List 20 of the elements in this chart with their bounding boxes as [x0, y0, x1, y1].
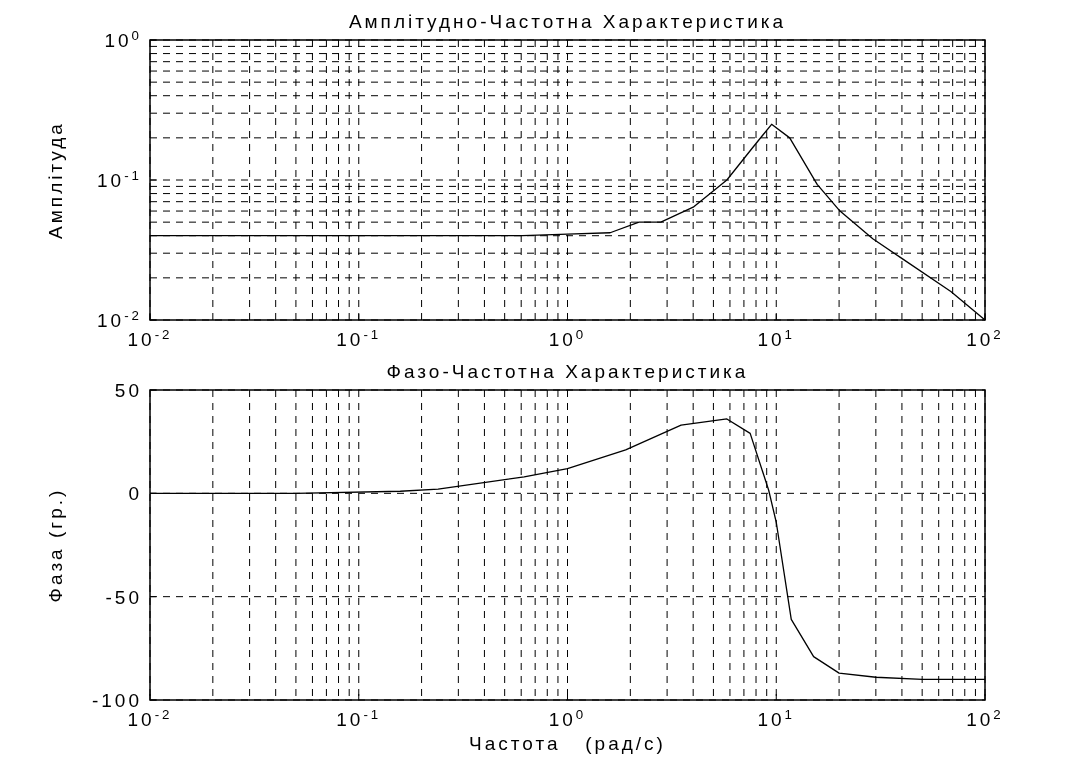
- x-tick-label: 10$^{-1}$: [336, 326, 382, 350]
- x-tick-label: 10$^{1}$: [757, 326, 796, 350]
- x-tick-label: 10$^{0}$: [548, 326, 587, 350]
- y-tick-label: 50: [114, 380, 142, 401]
- y-tick-label: 10$^{-2}$: [97, 307, 142, 331]
- y-tick-label: -100: [91, 690, 142, 711]
- y-tick-label: -50: [105, 586, 142, 608]
- x-tick-label: 10$^{0}$: [548, 706, 587, 730]
- y-tick-label: 0: [128, 483, 142, 505]
- x-tick-label: 10$^{2}$: [966, 326, 1004, 350]
- x-tick-label: 10$^{-1}$: [336, 706, 382, 730]
- y-axis-title: Фаза (гр.): [45, 487, 66, 603]
- y-axis-title: Амплітуда: [45, 121, 66, 239]
- x-axis-title: Частота (рад/с): [469, 733, 666, 754]
- y-tick-label: 10$^{-1}$: [97, 167, 142, 191]
- y-tick-label: 10$^{0}$: [104, 27, 142, 51]
- x-tick-label: 10$^{1}$: [757, 706, 796, 730]
- chart-title: Фазо-Частотна Характеристика: [386, 361, 749, 382]
- x-tick-label: 10$^{2}$: [966, 706, 1004, 730]
- chart-title: Амплітудно-Частотна Характеристика: [348, 11, 787, 32]
